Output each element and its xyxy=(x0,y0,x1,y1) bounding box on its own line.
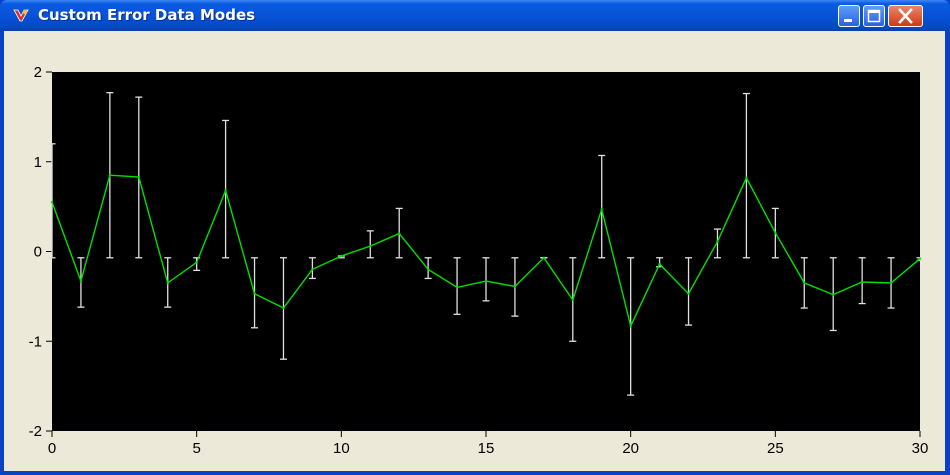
y-tick-label: -1 xyxy=(29,333,42,350)
x-tick-label: 5 xyxy=(192,440,200,457)
data-point xyxy=(832,293,835,296)
y-tick-label: 1 xyxy=(34,154,42,171)
data-point xyxy=(600,208,603,211)
close-icon xyxy=(898,8,913,24)
data-point xyxy=(803,281,806,285)
data-point xyxy=(311,268,314,271)
data-point xyxy=(745,176,748,180)
window-frame-right[interactable] xyxy=(945,31,950,475)
data-point xyxy=(253,292,256,295)
data-point xyxy=(166,281,169,285)
data-point xyxy=(629,324,632,328)
data-point xyxy=(398,232,401,235)
data-point xyxy=(79,279,83,283)
maximize-button[interactable] xyxy=(863,5,885,27)
data-point xyxy=(426,268,430,271)
data-point xyxy=(224,189,227,192)
window-frame-bottom[interactable] xyxy=(0,471,950,475)
y-tick-label: 0 xyxy=(34,244,42,261)
app-icon xyxy=(13,9,29,22)
data-point xyxy=(137,175,140,179)
data-point xyxy=(918,257,922,260)
data-point xyxy=(195,261,198,264)
y-tick-label: -2 xyxy=(29,423,42,440)
minimize-button[interactable] xyxy=(838,5,860,27)
data-point xyxy=(108,174,112,177)
data-point xyxy=(716,240,719,243)
minimize-icon xyxy=(844,19,852,22)
plot-area xyxy=(52,72,920,431)
data-point xyxy=(889,281,893,285)
x-tick-label: 25 xyxy=(767,440,784,457)
data-point xyxy=(513,285,517,288)
x-tick-label: 10 xyxy=(333,440,350,457)
window-title: Custom Error Data Modes xyxy=(38,6,256,24)
data-point xyxy=(542,256,546,259)
y-tick-label: 2 xyxy=(34,64,42,81)
data-point xyxy=(50,200,54,204)
x-tick-label: 30 xyxy=(912,440,929,457)
data-point xyxy=(455,286,459,289)
x-tick-label: 0 xyxy=(48,440,56,457)
data-point xyxy=(369,244,372,248)
close-button[interactable] xyxy=(888,5,923,27)
data-point xyxy=(860,280,864,284)
maximize-icon xyxy=(867,9,881,23)
x-tick-label: 20 xyxy=(622,440,639,457)
data-point xyxy=(774,231,777,234)
window-frame-left[interactable] xyxy=(0,31,4,475)
title-bar[interactable]: Custom Error Data Modes xyxy=(0,0,950,31)
data-point xyxy=(484,279,488,283)
data-point xyxy=(340,254,343,258)
x-tick-label: 15 xyxy=(478,440,495,457)
data-point xyxy=(571,298,574,302)
data-point xyxy=(658,262,661,266)
data-point xyxy=(282,306,285,310)
data-point xyxy=(687,292,690,295)
